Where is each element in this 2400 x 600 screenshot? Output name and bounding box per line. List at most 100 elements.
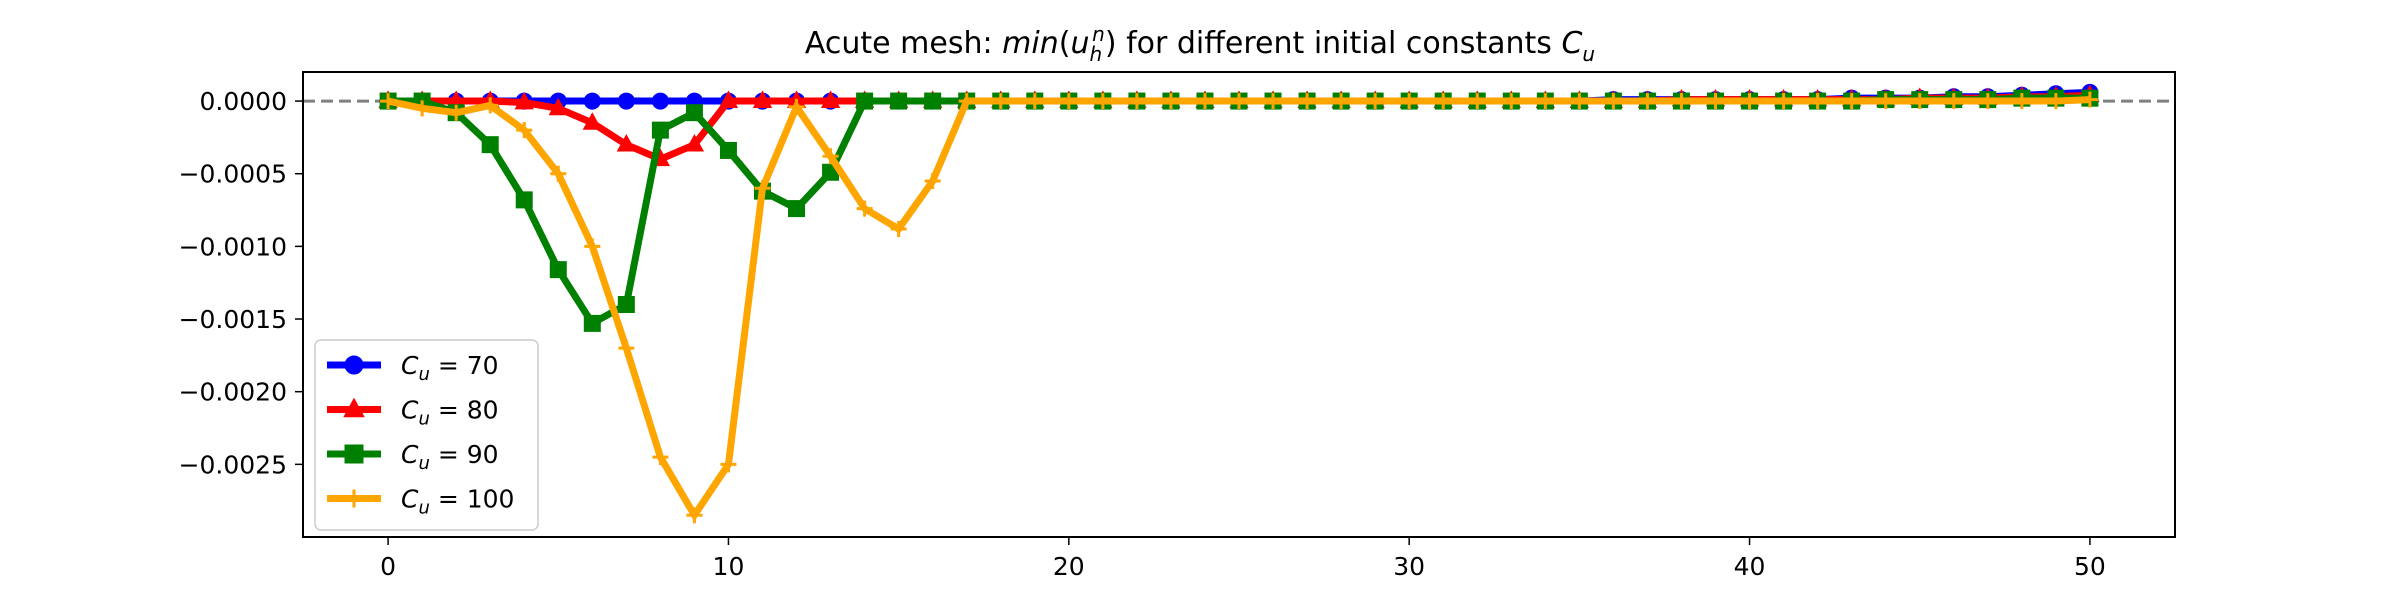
y-tick-label: −0.0025 — [179, 450, 287, 479]
legend-marker — [344, 444, 364, 464]
data-point — [584, 238, 601, 255]
data-point — [1605, 93, 1622, 110]
data-point — [1945, 93, 1962, 110]
legend-label: Cu = 70 — [401, 351, 499, 385]
data-point — [617, 296, 635, 313]
data-point — [820, 90, 841, 108]
data-point — [583, 92, 601, 110]
data-point — [481, 136, 499, 154]
data-point — [924, 172, 941, 189]
data-point — [651, 92, 669, 110]
title-prefix: Acute mesh: — [805, 26, 1002, 61]
data-point — [1401, 93, 1418, 110]
data-point — [856, 200, 873, 217]
data-point — [788, 200, 806, 218]
title-sup: n — [1092, 22, 1105, 46]
x-tick-label: 0 — [380, 552, 396, 581]
data-point — [1979, 93, 1996, 110]
chart-title: Acute mesh: min(uhn) for different initi… — [805, 22, 1595, 66]
data-point — [652, 449, 669, 466]
title-const-sub: u — [1582, 42, 1595, 66]
data-point — [720, 456, 737, 473]
data-point — [856, 92, 874, 110]
data-point — [1299, 93, 1316, 110]
data-point — [1162, 93, 1179, 110]
data-point — [549, 261, 567, 279]
title-open-paren: ( — [1059, 26, 1071, 61]
y-tick-label: −0.0010 — [179, 232, 287, 261]
y-tick-label: 0.0000 — [200, 87, 287, 116]
y-axis: 0.0000 −0.0005 −0.0010 −0.0015 −0.0020 −0.002… — [179, 87, 303, 479]
x-tick-label: 40 — [1734, 552, 1766, 581]
data-point — [482, 97, 499, 114]
data-point — [1843, 93, 1860, 110]
data-point — [1877, 93, 1894, 110]
data-point — [1435, 93, 1452, 110]
x-axis: 0 10 20 30 40 50 — [380, 537, 2106, 581]
data-point — [754, 180, 771, 197]
data-point — [1367, 93, 1384, 110]
legend-item: Cu = 80 — [327, 396, 499, 430]
data-point — [1060, 93, 1077, 110]
data-point — [1639, 93, 1656, 110]
legend-label: Cu = 100 — [401, 485, 514, 519]
data-point — [992, 93, 1009, 110]
series-layer — [378, 83, 2100, 524]
data-point — [2013, 93, 2030, 110]
title-const: C — [1561, 26, 1582, 61]
data-point — [516, 122, 533, 139]
legend-item: Cu = 100 — [327, 485, 514, 519]
data-point — [1775, 93, 1792, 110]
data-point — [719, 141, 737, 159]
series-line — [388, 94, 2090, 329]
x-tick-label: 10 — [713, 552, 745, 581]
data-point — [822, 148, 839, 165]
data-point — [1503, 93, 1520, 110]
data-point — [2081, 91, 2098, 108]
data-point — [684, 134, 705, 152]
legend-box — [314, 339, 539, 531]
title-var: u — [1070, 26, 1089, 61]
data-point — [550, 165, 567, 182]
data-point — [651, 121, 669, 139]
data-point — [618, 340, 635, 357]
x-tick-label: 30 — [1393, 552, 1425, 581]
data-point — [1333, 93, 1350, 110]
data-point — [685, 104, 703, 122]
data-point — [414, 100, 431, 117]
data-point — [1537, 93, 1554, 110]
data-point — [1094, 93, 1111, 110]
x-tick-label: 50 — [2074, 552, 2106, 581]
data-point — [686, 507, 703, 524]
y-tick-label: −0.0005 — [179, 160, 287, 189]
data-point — [958, 93, 975, 110]
y-tick-label: −0.0015 — [179, 305, 287, 334]
data-point — [1128, 93, 1145, 110]
data-point — [448, 104, 465, 121]
title-middle: for different initial constants — [1117, 26, 1562, 61]
data-point — [515, 191, 533, 209]
data-point — [514, 91, 534, 110]
series-2 — [379, 89, 2099, 332]
data-point — [2047, 93, 2064, 110]
data-point — [1809, 93, 1826, 110]
data-point — [1707, 93, 1724, 110]
legend-marker — [343, 397, 365, 418]
data-point — [1265, 93, 1282, 110]
legend-label: Cu = 80 — [401, 396, 499, 430]
plot-frame — [302, 71, 2176, 538]
y-tick-label: −0.0020 — [179, 378, 287, 407]
legend: Cu = 70 Cu = 80 Cu = 90 Cu = 100 — [314, 339, 539, 531]
data-point — [1469, 93, 1486, 110]
title-func: min — [1002, 26, 1059, 61]
data-point — [718, 90, 739, 108]
data-point — [890, 220, 907, 237]
data-point — [583, 314, 601, 332]
data-point — [617, 92, 635, 110]
legend-item: Cu = 90 — [327, 440, 499, 474]
data-point — [582, 112, 602, 130]
legend-marker — [345, 489, 363, 508]
data-point — [548, 97, 568, 116]
data-point — [890, 92, 908, 110]
data-point — [1741, 93, 1758, 110]
